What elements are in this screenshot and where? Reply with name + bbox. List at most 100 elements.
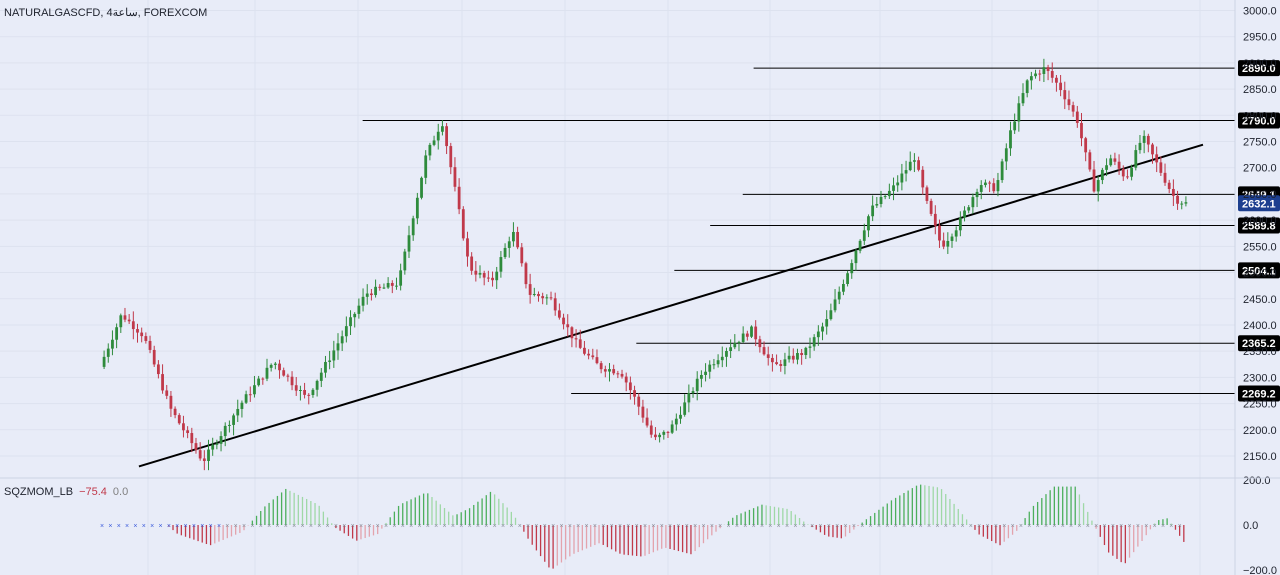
squeeze-dot: × [643, 523, 647, 530]
squeeze-dot: × [693, 523, 697, 530]
candle-body [102, 356, 106, 367]
candle-body [662, 431, 666, 435]
candle-body [336, 343, 340, 351]
candle-body [378, 286, 382, 288]
candle-body [883, 196, 887, 198]
candle-body [628, 382, 632, 391]
candle-body [453, 167, 457, 187]
squeeze-dot: × [1111, 523, 1115, 530]
candle-body [587, 353, 591, 356]
indicator-legend[interactable]: SQZMOM_LB −75.4 0.0 [4, 486, 128, 498]
trendline[interactable] [138, 143, 1204, 468]
level-label: 2365.2 [1242, 338, 1276, 350]
candle-body [361, 296, 365, 306]
level-tag [1238, 385, 1280, 402]
squeeze-dot: × [326, 523, 330, 530]
trendline-layer[interactable] [138, 143, 1204, 468]
candle-body [1134, 150, 1138, 168]
candle-body [770, 357, 774, 363]
squeeze-dot: × [275, 523, 279, 530]
price-tick-label: 2600.0 [1243, 215, 1277, 227]
horizontal-levels[interactable]: 2890.02790.02649.12589.82504.12365.22269… [362, 60, 1280, 402]
candle-body [908, 161, 912, 171]
candle-body [136, 329, 139, 333]
squeeze-dot: × [827, 523, 831, 530]
candle-body [842, 283, 845, 292]
price-tick-label: 2950.0 [1243, 32, 1277, 44]
candle-body [729, 347, 733, 351]
squeeze-dot: × [1128, 523, 1132, 530]
candle-body [720, 356, 724, 361]
candle-body [432, 140, 436, 145]
candle-body [1155, 154, 1159, 163]
candle-body [299, 389, 302, 391]
candle-body [386, 283, 390, 288]
candle-body [207, 449, 210, 462]
current-price-tag [1238, 195, 1280, 212]
candle-body [1092, 169, 1096, 192]
squeeze-dot: × [676, 523, 680, 530]
level-tag [1238, 60, 1280, 77]
squeeze-dot: × [601, 523, 605, 530]
squeeze-dot: × [559, 523, 563, 530]
squeeze-dot: × [810, 523, 814, 530]
candle-body [879, 196, 883, 204]
candle-body [466, 238, 469, 257]
candle-body [1009, 130, 1012, 149]
candle-body [449, 146, 453, 168]
candle-body [1130, 167, 1134, 177]
candle-body [1075, 111, 1079, 123]
price-tick-label: 3000.0 [1243, 5, 1277, 17]
squeeze-dot: × [167, 523, 171, 530]
candle-body [867, 216, 870, 231]
squeeze-dot: × [526, 523, 530, 530]
squeeze-dot: × [434, 523, 438, 530]
squeeze-dot: × [351, 523, 355, 530]
candle-body [679, 414, 682, 419]
squeeze-dot: × [618, 523, 622, 530]
candle-body [148, 340, 152, 350]
squeeze-dot: × [267, 523, 271, 530]
broker-label: FOREXCOM [144, 7, 208, 19]
price-tick-label: 2400.0 [1243, 320, 1277, 332]
candle-body [169, 395, 173, 409]
candle-body [344, 326, 348, 337]
squeeze-dot: × [234, 523, 238, 530]
candle-body [984, 182, 987, 186]
price-axis[interactable]: 3000.0 2950.0 2900.0 2850.0 2800.0 2750.0 2700… [1243, 5, 1277, 463]
squeeze-dot: × [785, 523, 789, 530]
indicator-name: SQZMOM_LB [4, 486, 73, 498]
candle-body [1059, 82, 1063, 91]
squeeze-dot: × [509, 523, 513, 530]
candle-body [152, 349, 156, 365]
candle-body [553, 298, 557, 311]
candle-body [583, 347, 586, 354]
squeeze-dot: × [1044, 523, 1048, 530]
candle-body [1004, 148, 1008, 162]
candle-body [1126, 176, 1129, 178]
candle-body [261, 378, 265, 380]
squeeze-dot: × [1119, 523, 1123, 530]
candle-body [963, 210, 966, 218]
squeeze-dot: × [869, 523, 873, 530]
candle-body [871, 205, 875, 217]
candle-body [816, 331, 820, 338]
candle-body [892, 185, 895, 191]
candle-body [257, 378, 261, 386]
squeeze-dot: × [610, 523, 614, 530]
candle-body [111, 339, 114, 349]
price-tick-label: 2900.0 [1243, 58, 1277, 70]
candle-body [1021, 93, 1025, 104]
candle-body [750, 326, 753, 337]
squeeze-dot: × [894, 523, 898, 530]
candle-body [1080, 122, 1083, 139]
squeeze-dot: × [359, 523, 363, 530]
candle-body [227, 424, 231, 426]
candle-body [800, 353, 804, 356]
candle-body [766, 354, 770, 358]
squeeze-dot: × [209, 523, 213, 530]
candle-body [495, 271, 499, 281]
squeeze-dot: × [518, 523, 522, 530]
